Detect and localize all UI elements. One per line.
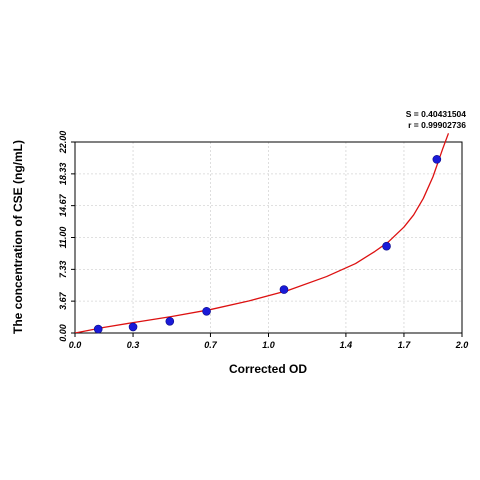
y-tick-label: 18.33 xyxy=(58,163,68,186)
data-point-1 xyxy=(93,324,103,334)
x-axis-ticks: 0.0 0.3 0.7 1.0 1.4 1.7 2.0 xyxy=(69,333,469,350)
y-axis-title: The concentration of CSE (ng/mL) xyxy=(11,140,25,334)
x-tick-label: 0.3 xyxy=(127,340,140,350)
x-tick-label: 0.7 xyxy=(204,340,218,350)
y-tick-label: 3.67 xyxy=(58,291,68,310)
y-axis-ticks: 0.00 3.67 7.33 11.00 14.67 18.33 22.00 xyxy=(58,131,75,342)
y-tick-label: 0.00 xyxy=(58,324,68,342)
x-tick-label: 1.4 xyxy=(340,340,353,350)
y-tick-label: 11.00 xyxy=(58,227,68,249)
y-tick-label: 14.67 xyxy=(58,193,68,217)
data-points-group xyxy=(93,155,442,334)
grid-lines xyxy=(75,142,462,333)
x-tick-label: 2.0 xyxy=(455,340,469,350)
fit-curve-group xyxy=(75,133,450,333)
stats-s-value: S = 0.40431504 xyxy=(406,109,467,119)
data-point-4 xyxy=(202,306,211,316)
data-point-2 xyxy=(128,322,138,332)
fit-curve xyxy=(75,133,450,333)
x-tick-label: 1.0 xyxy=(262,340,275,350)
y-tick-label: 7.33 xyxy=(58,261,68,279)
y-tick-label: 22.00 xyxy=(58,131,68,155)
x-axis-title: Corrected OD xyxy=(229,362,307,376)
data-point-7 xyxy=(432,155,442,164)
stats-r-value: r = 0.99902736 xyxy=(408,120,466,130)
data-point-6 xyxy=(382,241,391,251)
data-point-3 xyxy=(165,316,175,326)
x-tick-label: 1.7 xyxy=(398,340,412,350)
x-tick-label: 0.0 xyxy=(69,340,82,350)
data-point-5 xyxy=(279,285,289,294)
